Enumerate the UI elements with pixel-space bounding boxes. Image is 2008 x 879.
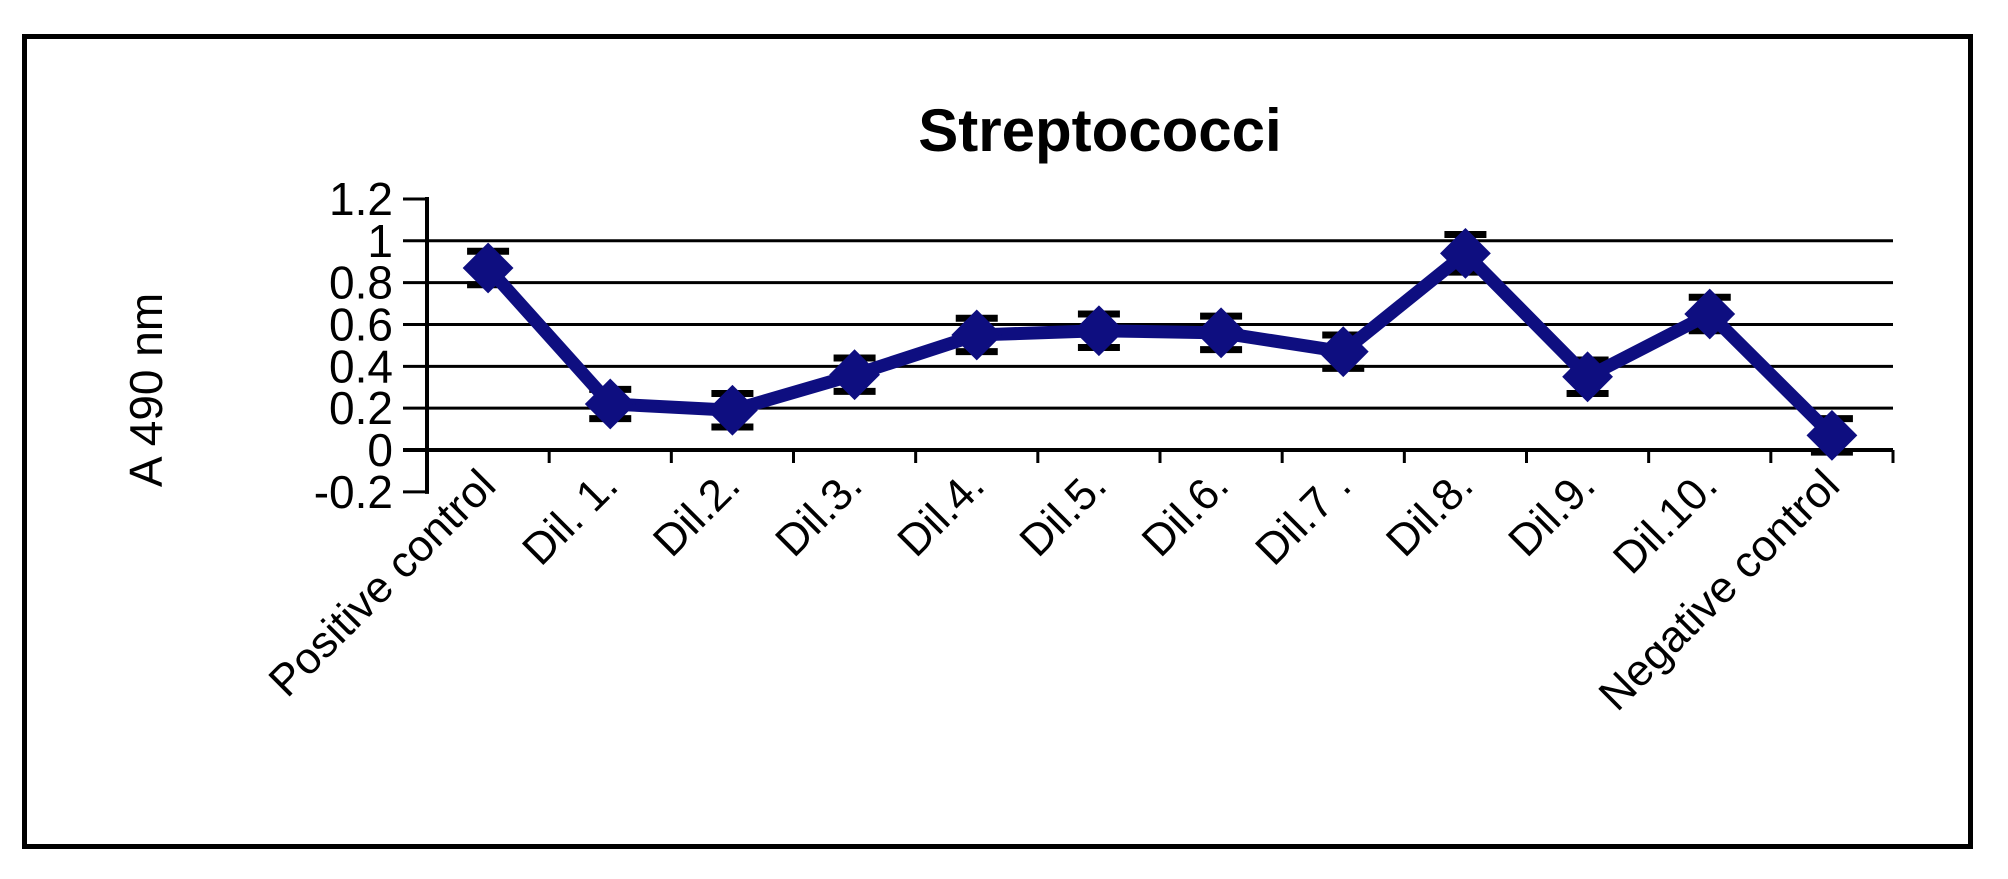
x-category-label: Dil.4. [888,460,994,566]
x-category-label: Dil.2. [644,460,750,566]
data-point-marker [462,242,514,294]
data-point-marker [1317,326,1369,378]
x-category-label: Dil.5. [1010,460,1116,566]
data-point-marker [1562,351,1613,403]
y-tick-label: 0.6 [329,298,393,350]
data-point-marker [829,349,880,401]
x-category-label: Dil.7 . [1246,460,1360,574]
data-point-marker [1684,288,1736,340]
chart-title: Streptococci [918,97,1282,164]
data-point-marker [1806,409,1858,461]
x-category-label: Dil.8. [1377,460,1483,566]
data-point-marker [1073,305,1125,357]
data-point-marker [707,384,758,436]
y-tick-label: 1.2 [329,173,393,225]
data-point-marker [584,378,636,430]
data-point-marker [951,309,1003,361]
x-category-label: Dil.10. [1604,460,1727,583]
x-category-label: Dil.9. [1499,460,1605,566]
x-category-label: Dil.6. [1133,460,1239,566]
y-tick-label: 0.4 [329,340,393,392]
chart-frame [22,34,1973,849]
data-point-marker [1195,307,1247,359]
y-tick-label: 1 [367,215,393,267]
y-tick-label: -0.2 [314,466,393,518]
data-point-marker [1440,227,1491,279]
y-tick-label: 0 [367,424,393,476]
y-tick-label: 0.2 [329,382,393,434]
x-category-label: Dil. 1. [513,460,627,574]
y-tick-label: 0.8 [329,257,393,309]
x-category-label: Dil.3. [766,460,872,566]
